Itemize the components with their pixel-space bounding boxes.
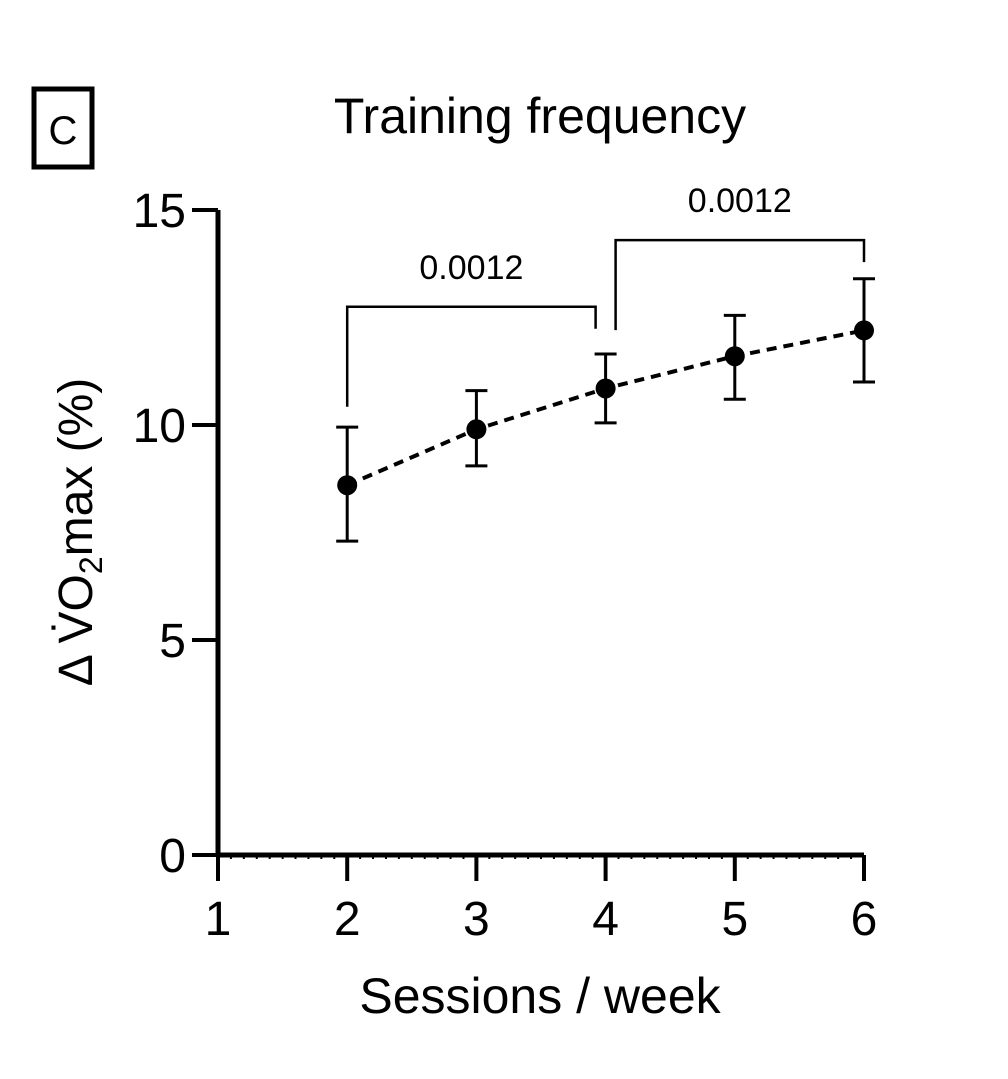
y-axis-label-subscript: 2	[73, 556, 109, 574]
data-point	[466, 419, 487, 440]
panel-label: C	[49, 109, 78, 153]
x-tick-label: 3	[463, 893, 490, 946]
p-value-label: 0.0012	[419, 249, 523, 287]
p-value-label: 0.0012	[688, 182, 792, 220]
y-axis-label-main: Δ V̇O	[50, 574, 103, 686]
x-axis-label: Sessions / week	[359, 968, 721, 1024]
chart-title: Training frequency	[334, 88, 746, 144]
significance-bracket	[345, 305, 597, 407]
y-tick-label: 5	[159, 615, 186, 668]
x-tick-label: 4	[592, 893, 619, 946]
x-tick-label: 1	[205, 893, 232, 946]
y-tick-label: 15	[133, 185, 186, 238]
y-tick-label: 10	[133, 400, 186, 453]
data-point	[595, 378, 616, 399]
y-tick-label: 0	[159, 830, 186, 883]
significance-annotations: 0.0012 0.0012	[345, 182, 866, 407]
data-point	[337, 475, 358, 496]
series	[336, 277, 875, 543]
axes: 0 5 10 15 1 2 3 4 5 6	[133, 185, 878, 946]
y-axis-label-suffix: max (%)	[50, 378, 103, 557]
x-tick-label: 6	[851, 893, 878, 946]
x-tick-label: 5	[721, 893, 748, 946]
x-tick-label: 2	[334, 893, 361, 946]
y-axis-label: Δ V̇O2max (%)	[50, 378, 109, 687]
significance-bracket	[614, 238, 866, 331]
data-point	[724, 346, 745, 367]
panel-label-box	[31, 86, 95, 170]
data-point	[854, 320, 874, 341]
